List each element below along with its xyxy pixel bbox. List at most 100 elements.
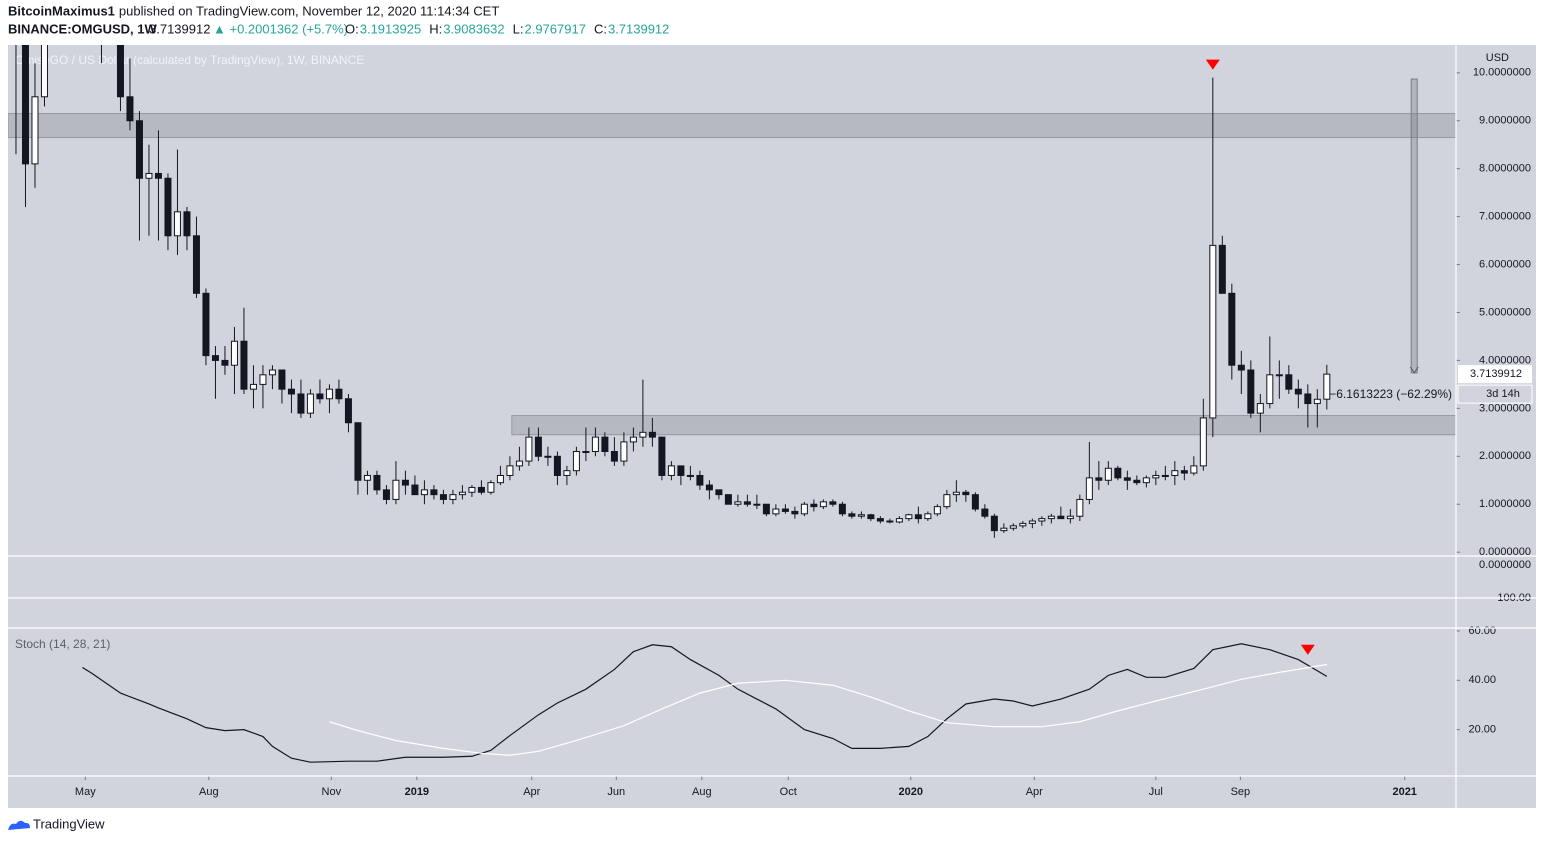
stoch-panel bbox=[82, 643, 1328, 763]
candle-body bbox=[164, 177, 172, 237]
candle-body bbox=[762, 503, 770, 515]
candle-body bbox=[933, 506, 941, 515]
signal-marker bbox=[1300, 644, 1315, 655]
candle-body bbox=[496, 474, 504, 484]
candle-body bbox=[648, 431, 656, 438]
candle-body bbox=[449, 494, 457, 500]
candle-body bbox=[962, 491, 970, 496]
candle-body bbox=[192, 235, 200, 294]
candle-body bbox=[249, 383, 257, 390]
y-tick-label: 3.0000000 bbox=[1479, 402, 1531, 414]
candle-body bbox=[848, 513, 856, 517]
candle-body bbox=[458, 491, 466, 496]
candle-body bbox=[1313, 398, 1321, 405]
candle-body bbox=[468, 486, 476, 493]
x-tick-label: 2020 bbox=[899, 786, 923, 798]
candle-body bbox=[743, 501, 751, 505]
measure-label: −6.1613223 (−62.29%) bbox=[1329, 387, 1452, 401]
candle-body bbox=[924, 513, 932, 520]
ohlc-value: 3.7139912 bbox=[608, 21, 669, 36]
candle-body bbox=[1047, 515, 1055, 520]
author: BitcoinMaximus1 bbox=[8, 3, 115, 18]
y-tick-label: 20.00 bbox=[1468, 724, 1496, 736]
candle-body bbox=[534, 436, 542, 457]
candle-body bbox=[40, 45, 48, 98]
candle-body bbox=[1228, 292, 1236, 366]
y-tick-label: 7.0000000 bbox=[1479, 211, 1531, 223]
candle-body bbox=[1085, 477, 1093, 500]
x-tick-label: Aug bbox=[199, 786, 219, 798]
candle-body bbox=[477, 486, 485, 493]
candle-body bbox=[211, 355, 219, 361]
candle-body bbox=[1028, 520, 1036, 524]
ohlc: O: 3.1913925 H: 3.9083632 L: 2.9767917 C: 3.713… bbox=[345, 21, 669, 36]
candle-body bbox=[1095, 477, 1103, 481]
ohlc-value: 3.9083632 bbox=[443, 21, 504, 36]
candle-body bbox=[1285, 374, 1293, 390]
candle-body bbox=[154, 172, 162, 179]
candle-body bbox=[724, 494, 732, 505]
candle-body bbox=[734, 501, 742, 505]
candle-body bbox=[952, 491, 960, 496]
candle-body bbox=[1114, 467, 1122, 479]
candle-body bbox=[667, 465, 675, 476]
candle-body bbox=[202, 292, 210, 357]
candle-body bbox=[1180, 470, 1188, 474]
tradingview-logo bbox=[8, 820, 30, 830]
candle-body bbox=[943, 494, 951, 508]
candle-body bbox=[344, 398, 352, 424]
candle-body bbox=[753, 503, 761, 506]
candle-body bbox=[240, 340, 248, 390]
candle-body bbox=[259, 374, 267, 385]
price-tag bbox=[1458, 365, 1532, 384]
candle-body bbox=[1266, 374, 1274, 405]
candle-body bbox=[1199, 417, 1207, 467]
x-tick-label: Jul bbox=[1149, 786, 1163, 798]
candle-body bbox=[183, 211, 191, 237]
candle-body bbox=[1076, 498, 1084, 517]
candle-body bbox=[981, 508, 989, 517]
measure-band bbox=[1410, 78, 1418, 374]
candle-body bbox=[639, 431, 647, 438]
candle-body bbox=[563, 470, 571, 476]
candle-body bbox=[1104, 467, 1112, 481]
zone bbox=[8, 113, 1456, 139]
candle-body bbox=[686, 474, 694, 477]
candle-body bbox=[867, 514, 875, 520]
candle-body bbox=[1152, 474, 1160, 479]
zone bbox=[511, 415, 1456, 436]
symbol: BINANCE:OMGUSD, 1W bbox=[8, 21, 158, 36]
ohlc-label: C: bbox=[594, 21, 607, 36]
candle-body bbox=[411, 484, 419, 496]
candle-body bbox=[1161, 474, 1169, 477]
candle-body bbox=[905, 514, 913, 520]
y-tick-label: 40.00 bbox=[1468, 674, 1496, 686]
measure-arrow bbox=[1409, 366, 1419, 374]
ohlc-value: 2.9767917 bbox=[524, 21, 585, 36]
candle-body bbox=[544, 455, 552, 458]
candle-body bbox=[1190, 465, 1198, 474]
candle-body bbox=[430, 489, 438, 496]
ohlc-label: H: bbox=[429, 21, 442, 36]
candle-body bbox=[439, 494, 447, 500]
candle-body bbox=[800, 503, 808, 515]
x-tick-label: Sep bbox=[1231, 786, 1251, 798]
plot: 0.0000000 1.0000000 2.0000000 3.0000000 4.00… bbox=[8, 45, 1533, 798]
candle-body bbox=[116, 45, 124, 98]
candle-body bbox=[525, 436, 533, 462]
candle-body bbox=[591, 436, 599, 452]
candle-body bbox=[31, 96, 39, 165]
candle-body bbox=[696, 474, 704, 486]
candle-body bbox=[373, 474, 381, 491]
candle-body bbox=[1009, 525, 1017, 529]
indicator-legend: Stoch (14, 28, 21) bbox=[15, 637, 110, 651]
candle-body bbox=[506, 465, 514, 476]
candle-body bbox=[886, 520, 894, 523]
x-tick-label: 2021 bbox=[1392, 786, 1416, 798]
candle-body bbox=[135, 120, 143, 179]
candle-body bbox=[354, 422, 362, 481]
x-tick-label: Aug bbox=[692, 786, 712, 798]
candle-body bbox=[401, 479, 409, 486]
candle-body bbox=[1209, 244, 1217, 419]
chart-legend: OmiseGO / US Dollar (calculated by Tradi… bbox=[15, 53, 364, 67]
